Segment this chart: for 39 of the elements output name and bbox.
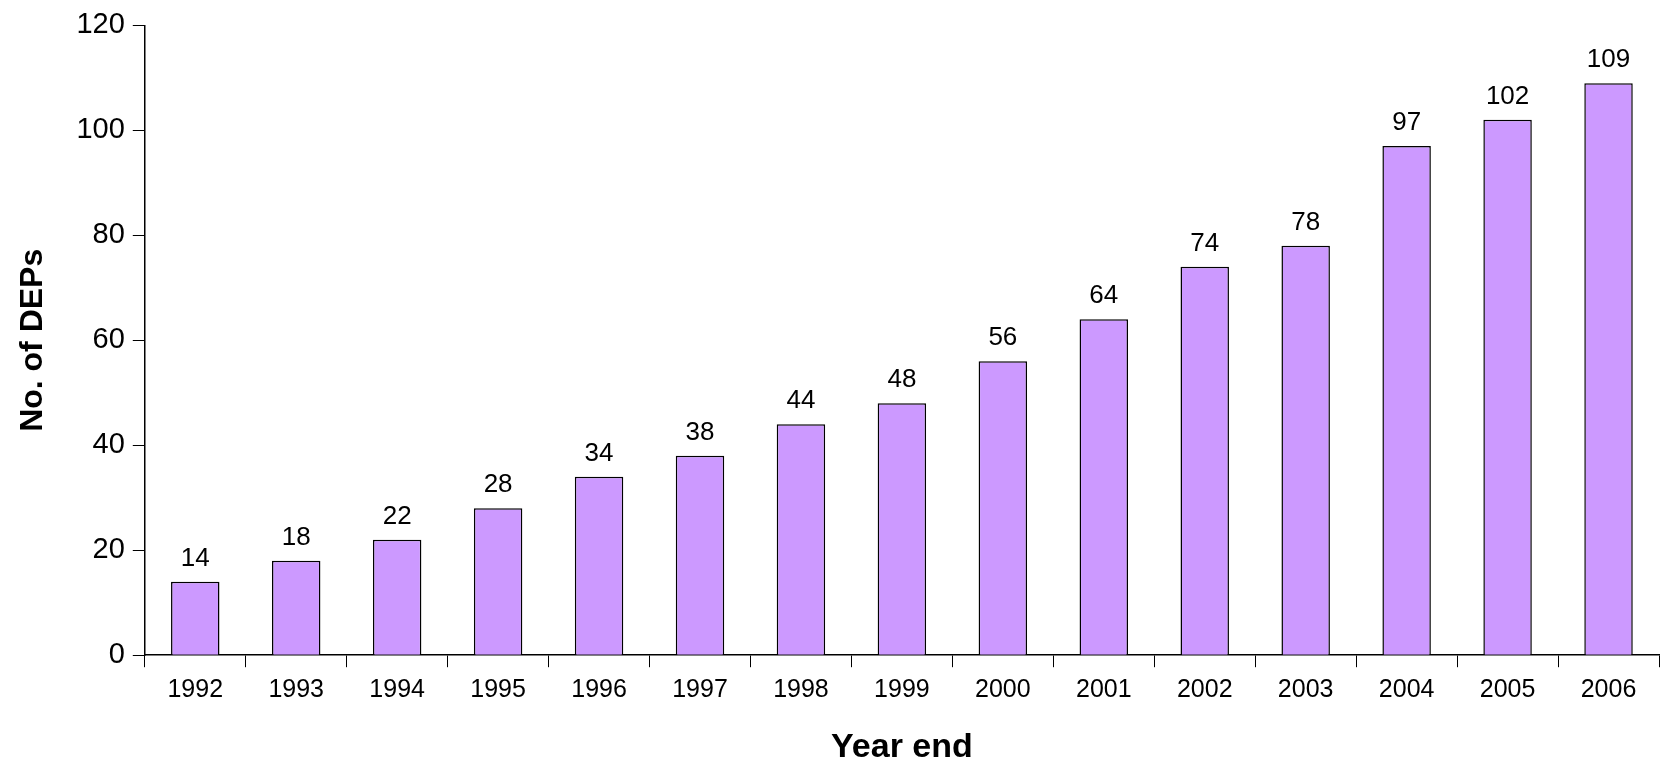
data-label: 28: [483, 468, 513, 499]
data-label: 109: [1586, 43, 1631, 74]
data-label: 34: [584, 436, 614, 467]
y-tick-label: 120: [76, 7, 125, 40]
x-tick-label: 2002: [1176, 674, 1233, 703]
x-tick-label: 2001: [1075, 674, 1132, 703]
y-tick-label: 20: [92, 532, 125, 565]
x-tick-label: 2006: [1580, 674, 1637, 703]
data-label: 22: [382, 499, 412, 530]
x-tick-label: 1992: [167, 674, 224, 703]
y-tick-label: 100: [76, 112, 125, 145]
y-axis-title: No. of DEPs: [13, 248, 50, 432]
x-tick-label: 1997: [672, 674, 728, 703]
data-label: 64: [1089, 279, 1119, 310]
data-label: 18: [281, 520, 311, 551]
data-label: 48: [887, 363, 917, 394]
x-tick-label: 1996: [571, 674, 627, 703]
data-label: 38: [685, 415, 715, 446]
x-axis-title: Year end: [831, 725, 973, 764]
x-tick-label: 1999: [874, 674, 930, 703]
data-label: 78: [1291, 206, 1321, 236]
data-label: 44: [786, 384, 816, 415]
x-tick-label: 1995: [470, 674, 526, 703]
x-tick-label: 1998: [773, 674, 829, 703]
data-label: 97: [1392, 106, 1422, 137]
y-tick-label: 0: [108, 637, 125, 670]
x-tick-label: 2000: [975, 674, 1031, 703]
data-label: 74: [1190, 227, 1220, 257]
data-label: 14: [180, 541, 210, 572]
y-tick-label: 40: [92, 427, 125, 460]
x-tick-label: 2005: [1479, 674, 1536, 703]
y-tick-label: 80: [92, 217, 125, 250]
data-label: 102: [1485, 80, 1530, 111]
y-tick-label: 60: [92, 322, 125, 355]
data-label: 56: [988, 321, 1018, 352]
x-tick-label: 2004: [1378, 674, 1435, 703]
x-tick-label: 1993: [268, 674, 325, 703]
x-tick-label: 2003: [1277, 674, 1334, 703]
x-tick-label: 1994: [369, 674, 426, 703]
